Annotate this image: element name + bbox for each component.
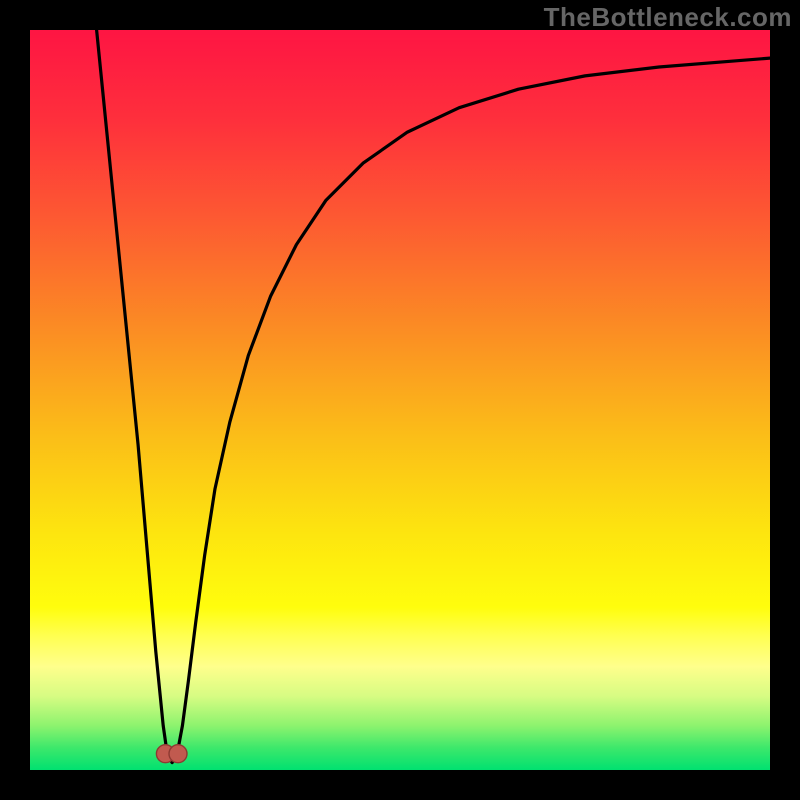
bottleneck-curve (97, 30, 770, 763)
watermark-text: TheBottleneck.com (544, 2, 792, 33)
optimal-point-marker (156, 745, 187, 763)
curve-layer (30, 30, 770, 770)
marker-dot (169, 745, 187, 763)
chart-frame: TheBottleneck.com (0, 0, 800, 800)
plot-area (30, 30, 770, 770)
